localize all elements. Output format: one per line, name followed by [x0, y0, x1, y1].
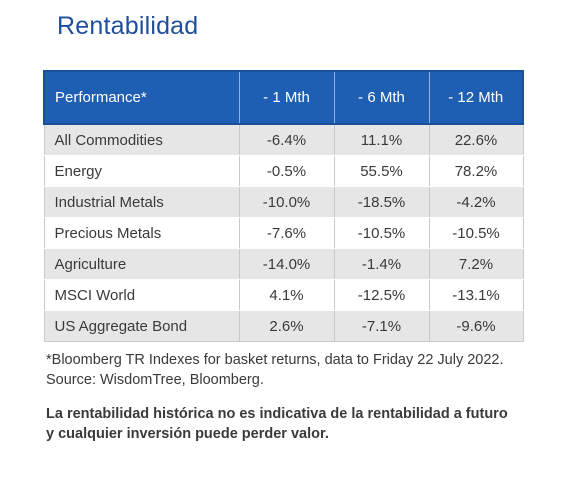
- row-label: All Commodities: [43, 124, 240, 156]
- column-header-1-month: - 1 Mth: [238, 70, 335, 125]
- table-header-row: Performance* - 1 Mth - 6 Mth - 12 Mth: [43, 70, 524, 125]
- cell-12-month: 22.6%: [428, 124, 524, 156]
- cell-6-month: -1.4%: [333, 248, 430, 280]
- cell-1-month: 4.1%: [238, 279, 335, 311]
- table-row: US Aggregate Bond 2.6% -7.1% -9.6%: [43, 310, 524, 342]
- disclaimer: La rentabilidad histórica no es indicati…: [46, 406, 508, 442]
- row-label: Industrial Metals: [43, 186, 240, 218]
- cell-6-month: -12.5%: [333, 279, 430, 311]
- table-row: All Commodities -6.4% 11.1% 22.6%: [43, 124, 524, 156]
- cell-12-month: 7.2%: [428, 248, 524, 280]
- cell-6-month: -7.1%: [333, 310, 430, 342]
- cell-1-month: -14.0%: [238, 248, 335, 280]
- table-row: Energy -0.5% 55.5% 78.2%: [43, 155, 524, 187]
- row-label: Agriculture: [43, 248, 240, 280]
- row-label: US Aggregate Bond: [43, 310, 240, 342]
- cell-1-month: -7.6%: [238, 217, 335, 249]
- table-row: Agriculture -14.0% -1.4% 7.2%: [43, 248, 524, 280]
- row-label: Precious Metals: [43, 217, 240, 249]
- footnote: *Bloomberg TR Indexes for basket returns…: [46, 352, 504, 388]
- cell-6-month: 11.1%: [333, 124, 430, 156]
- cell-12-month: -13.1%: [428, 279, 524, 311]
- cell-6-month: -18.5%: [333, 186, 430, 218]
- cell-12-month: -4.2%: [428, 186, 524, 218]
- cell-1-month: -10.0%: [238, 186, 335, 218]
- page-title: Rentabilidad: [57, 12, 199, 40]
- row-label: MSCI World: [43, 279, 240, 311]
- cell-12-month: 78.2%: [428, 155, 524, 187]
- table-row: MSCI World 4.1% -12.5% -13.1%: [43, 279, 524, 311]
- column-header-12-month: - 12 Mth: [428, 70, 524, 125]
- cell-12-month: -9.6%: [428, 310, 524, 342]
- cell-1-month: -0.5%: [238, 155, 335, 187]
- performance-table: Performance* - 1 Mth - 6 Mth - 12 Mth Al…: [43, 70, 524, 342]
- cell-6-month: 55.5%: [333, 155, 430, 187]
- cell-1-month: -6.4%: [238, 124, 335, 156]
- cell-6-month: -10.5%: [333, 217, 430, 249]
- column-header-6-month: - 6 Mth: [333, 70, 430, 125]
- table-row: Industrial Metals -10.0% -18.5% -4.2%: [43, 186, 524, 218]
- column-header-performance: Performance*: [43, 70, 240, 125]
- cell-1-month: 2.6%: [238, 310, 335, 342]
- row-label: Energy: [43, 155, 240, 187]
- table-row: Precious Metals -7.6% -10.5% -10.5%: [43, 217, 524, 249]
- cell-12-month: -10.5%: [428, 217, 524, 249]
